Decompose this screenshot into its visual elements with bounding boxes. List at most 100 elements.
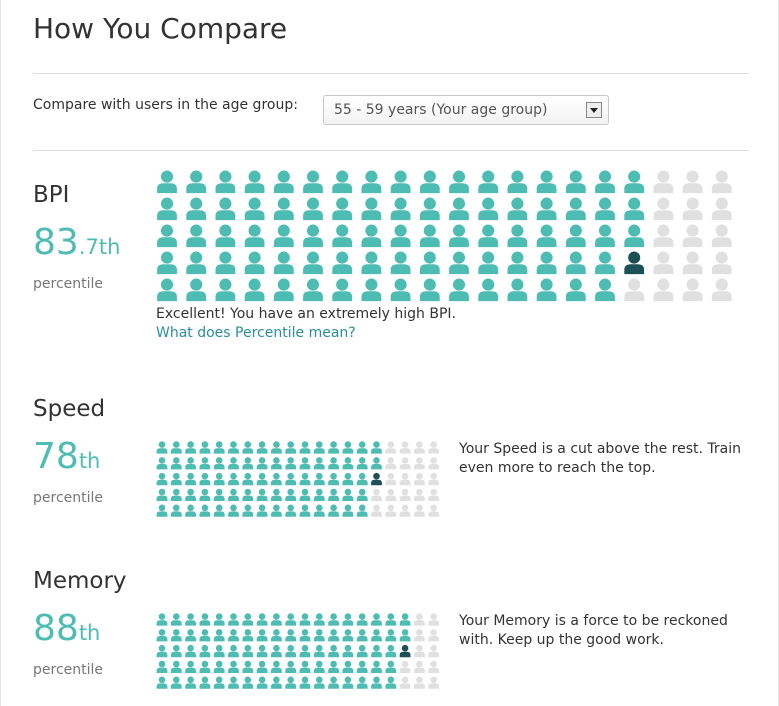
percentile-value: 88th bbox=[33, 608, 100, 649]
percentile-whole: 83 bbox=[33, 222, 79, 263]
person-icon bbox=[285, 644, 297, 658]
person-icon bbox=[170, 629, 182, 642]
person-icon bbox=[653, 251, 674, 275]
person-icon bbox=[157, 251, 177, 275]
person-icon bbox=[371, 613, 382, 626]
person-icon bbox=[213, 660, 225, 673]
person-icon bbox=[332, 278, 353, 302]
age-group-select[interactable]: 55 - 59 years (Your age group) bbox=[323, 95, 609, 125]
person-icon bbox=[228, 441, 239, 454]
person-icon bbox=[313, 644, 325, 658]
person-icon bbox=[215, 197, 236, 221]
person-icon bbox=[271, 629, 282, 642]
person-icon bbox=[213, 472, 225, 486]
person-icon bbox=[536, 251, 557, 275]
person-icon bbox=[313, 441, 325, 454]
person-icon bbox=[213, 676, 225, 689]
person-icon bbox=[414, 613, 425, 626]
person-icon bbox=[186, 197, 207, 221]
person-icon bbox=[244, 170, 265, 194]
percentile-suffix: th bbox=[78, 621, 101, 645]
person-icon bbox=[371, 472, 382, 486]
person-icon bbox=[186, 251, 207, 275]
person-icon bbox=[371, 676, 382, 689]
person-icon bbox=[228, 504, 239, 517]
person-icon bbox=[303, 197, 323, 221]
person-icon bbox=[399, 472, 411, 486]
person-icon bbox=[356, 504, 368, 517]
person-icon bbox=[271, 504, 282, 517]
person-icon bbox=[273, 224, 294, 248]
person-icon bbox=[507, 224, 528, 248]
person-icon bbox=[242, 457, 254, 470]
person-icon bbox=[256, 644, 268, 658]
person-icon bbox=[328, 441, 339, 454]
person-icon bbox=[478, 224, 499, 248]
person-icon bbox=[271, 613, 282, 626]
person-icon bbox=[285, 613, 297, 626]
person-icon bbox=[711, 170, 732, 194]
person-icon bbox=[419, 224, 440, 248]
person-icon bbox=[428, 629, 440, 642]
person-icon bbox=[299, 644, 311, 658]
person-icon bbox=[385, 613, 397, 626]
section-name: Speed bbox=[33, 396, 106, 422]
person-icon bbox=[342, 441, 354, 454]
person-icon bbox=[303, 251, 323, 275]
person-icon bbox=[419, 170, 440, 194]
person-icon bbox=[328, 644, 339, 658]
message-text: Excellent! You have an extremely high BP… bbox=[156, 306, 456, 322]
person-icon bbox=[256, 504, 268, 517]
percentile-help-link[interactable]: What does Percentile mean? bbox=[156, 325, 356, 341]
person-icon bbox=[215, 251, 236, 275]
person-icon bbox=[711, 197, 732, 221]
person-icon bbox=[361, 170, 382, 194]
person-icon bbox=[199, 660, 211, 673]
person-icon bbox=[313, 676, 325, 689]
person-icon bbox=[186, 170, 207, 194]
person-icon bbox=[385, 676, 397, 689]
person-icon bbox=[303, 224, 323, 248]
person-icon bbox=[199, 644, 211, 658]
person-icon bbox=[328, 488, 339, 501]
person-icon bbox=[299, 472, 311, 486]
section-name: BPI bbox=[33, 182, 70, 208]
person-icon bbox=[170, 676, 182, 689]
person-icon bbox=[414, 660, 425, 673]
person-icon bbox=[342, 504, 354, 517]
person-icon bbox=[185, 629, 196, 642]
select-value: 55 - 59 years (Your age group) bbox=[334, 102, 548, 118]
person-icon bbox=[356, 629, 368, 642]
person-icon bbox=[414, 629, 425, 642]
person-icon bbox=[399, 629, 411, 642]
person-icon bbox=[244, 224, 265, 248]
person-icon bbox=[682, 278, 703, 302]
person-icon bbox=[507, 278, 528, 302]
person-icon bbox=[399, 676, 411, 689]
person-icon bbox=[414, 644, 425, 658]
person-icon bbox=[624, 278, 645, 302]
percentile-whole: 88 bbox=[33, 608, 79, 649]
person-icon bbox=[285, 660, 297, 673]
person-icon bbox=[371, 457, 382, 470]
person-icon bbox=[385, 629, 397, 642]
person-icon bbox=[356, 644, 368, 658]
person-icon bbox=[390, 278, 411, 302]
person-icon bbox=[328, 660, 339, 673]
person-icon bbox=[332, 170, 353, 194]
person-icon bbox=[342, 660, 354, 673]
person-icon bbox=[285, 441, 297, 454]
person-icon bbox=[313, 488, 325, 501]
person-icon bbox=[271, 660, 282, 673]
person-icon bbox=[478, 251, 499, 275]
person-icon bbox=[328, 629, 339, 642]
person-icon bbox=[271, 676, 282, 689]
select-arrow[interactable] bbox=[586, 102, 602, 118]
person-icon bbox=[170, 457, 182, 470]
icon-grid bbox=[156, 613, 440, 689]
percentile-label: percentile bbox=[33, 662, 104, 678]
person-icon bbox=[242, 472, 254, 486]
person-icon bbox=[199, 613, 211, 626]
person-icon bbox=[285, 676, 297, 689]
person-icon bbox=[385, 504, 397, 517]
